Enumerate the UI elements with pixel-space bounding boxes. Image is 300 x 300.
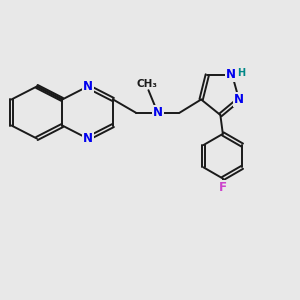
Text: CH₃: CH₃ (136, 79, 158, 88)
Text: N: N (153, 106, 163, 119)
Text: N: N (83, 132, 93, 145)
Text: N: N (226, 68, 236, 81)
Text: N: N (234, 93, 244, 106)
Text: F: F (219, 181, 227, 194)
Text: N: N (83, 80, 93, 93)
Text: H: H (237, 68, 245, 78)
